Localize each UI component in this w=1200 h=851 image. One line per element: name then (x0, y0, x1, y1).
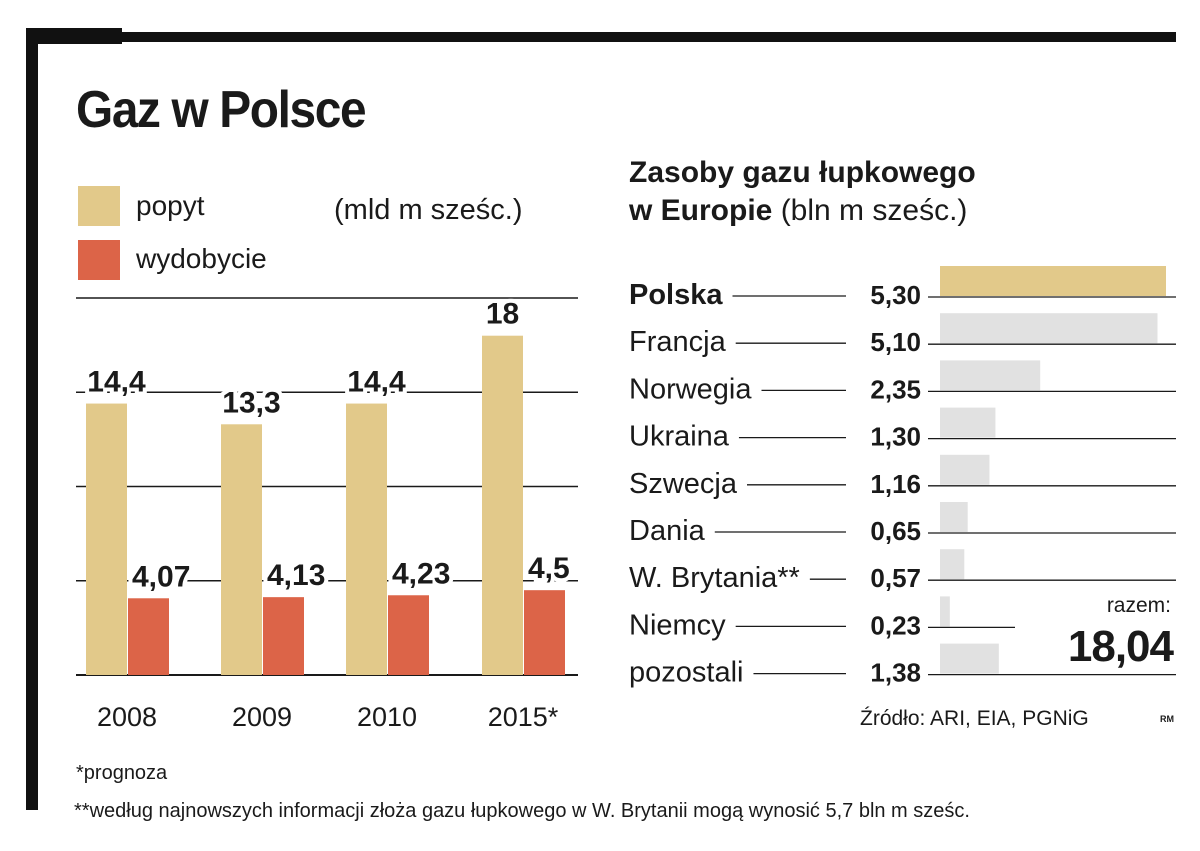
x-tick-label: 2009 (232, 702, 292, 732)
bar (940, 407, 996, 438)
data-label-demand: 14,4 (347, 366, 406, 399)
bar-production (524, 590, 565, 675)
value-label: 5,10 (870, 327, 921, 357)
category-label: Norwegia (629, 373, 752, 405)
category-label: Polska (629, 279, 723, 311)
category-label: Francja (629, 326, 727, 358)
value-label: 1,16 (870, 469, 921, 499)
value-label: 1,30 (870, 422, 921, 452)
bar (940, 502, 968, 532)
right-chart-title-line1: Zasoby gazu łupkowego (629, 156, 976, 189)
value-label: 1,38 (870, 658, 921, 688)
value-label: 2,35 (870, 374, 921, 404)
total-label: razem: (1106, 594, 1171, 617)
data-label-demand: 13,3 (222, 386, 280, 419)
bar (940, 454, 990, 485)
footnote-forecast: *prognoza (76, 762, 168, 784)
data-label-demand: 18 (486, 298, 519, 331)
bar-demand (346, 403, 387, 675)
bar (940, 360, 1041, 391)
data-label-demand: 14,4 (87, 366, 146, 399)
category-label: Szwecja (629, 468, 738, 500)
right-chart-title-line2: w Europie (bln m sześc.) (629, 194, 968, 227)
data-label-production: 4,23 (392, 557, 450, 590)
x-tick-label: 2008 (97, 702, 157, 732)
data-label-production: 4,07 (132, 560, 190, 593)
bar-demand (482, 335, 523, 675)
bar (940, 643, 999, 674)
category-label: Niemcy (629, 609, 726, 641)
frame-top-rule (26, 32, 1176, 42)
credit-mark: RM (1160, 714, 1174, 724)
data-label-production: 4,5 (528, 552, 570, 585)
x-tick-label: 2015* (488, 702, 559, 732)
bar-highlight (940, 266, 1166, 296)
total-value: 18,04 (1067, 622, 1174, 671)
bar-demand (221, 424, 262, 675)
category-label: Dania (629, 515, 706, 547)
bar (940, 596, 950, 627)
bar-demand (86, 403, 127, 675)
category-label: Ukraina (629, 421, 730, 453)
category-label: W. Brytania** (629, 562, 800, 594)
x-tick-label: 2010 (357, 702, 417, 732)
bar-production (388, 595, 429, 675)
page-title: Gaz w Polsce (76, 81, 367, 139)
data-label-production: 4,13 (267, 559, 325, 592)
bar (940, 313, 1158, 344)
legend-swatch-production (78, 240, 120, 280)
category-label: pozostali (629, 657, 743, 689)
legend-label-demand: popyt (136, 190, 205, 221)
footnote-uk: **według najnowszych informacji złoża ga… (74, 800, 970, 822)
bar (940, 549, 965, 580)
value-label: 5,30 (870, 280, 921, 310)
bar-production (128, 598, 169, 675)
legend-swatch-demand (78, 186, 120, 226)
value-label: 0,65 (870, 516, 921, 546)
value-label: 0,23 (870, 610, 921, 640)
unit-label: (mld m sześc.) (334, 194, 523, 226)
legend-label-production: wydobycie (136, 243, 267, 274)
frame-left-rule (26, 32, 38, 810)
source-note: Źródło: ARI, EIA, PGNiG (860, 707, 1089, 730)
bar-production (263, 597, 304, 675)
value-label: 0,57 (870, 563, 921, 593)
